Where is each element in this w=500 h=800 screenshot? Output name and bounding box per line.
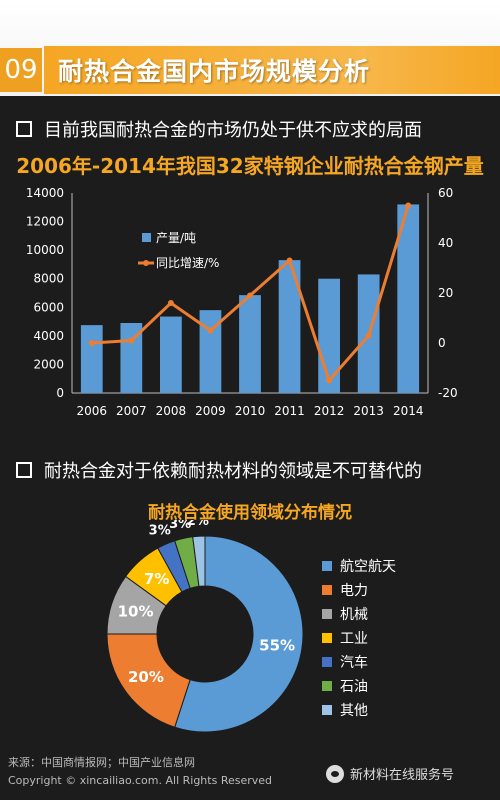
growth-point-2007 <box>128 337 135 344</box>
bullet-point-1: 目前我国耐热合金的市场仍处于供不应求的局面 <box>16 116 422 142</box>
y-right-tick-label: 60 <box>438 186 453 200</box>
bullet-text-2: 耐热合金对于依赖耐热材料的领域是不可替代的 <box>44 461 422 482</box>
legend-label: 石油 <box>340 679 368 695</box>
y-left-tick-label: 8000 <box>33 272 64 286</box>
y-right-tick-label: 40 <box>438 236 453 250</box>
legend-label: 工业 <box>340 631 368 647</box>
slice-value-label: 3% <box>169 520 191 532</box>
legend-swatch-石油 <box>322 681 332 691</box>
bar-2009 <box>199 310 222 393</box>
x-tick-label: 2008 <box>156 404 187 418</box>
legend-swatch-其他 <box>322 705 332 715</box>
section-number: 09 <box>0 48 42 92</box>
wechat-icon <box>326 764 344 783</box>
x-tick-label: 2012 <box>314 404 345 418</box>
x-tick-label: 2011 <box>274 404 305 418</box>
x-tick-label: 2006 <box>77 404 108 418</box>
x-tick-label: 2010 <box>235 404 266 418</box>
slice-value-label: 7% <box>144 570 169 588</box>
slice-value-label: 55% <box>259 636 295 654</box>
bar-2008 <box>160 316 182 393</box>
slice-value-label: 20% <box>128 668 164 686</box>
slice-value-label: 2% <box>187 520 209 529</box>
bullet-point-2: 耐热合金对于依赖耐热材料的领域是不可替代的 <box>16 457 422 483</box>
bar-2010 <box>239 295 261 393</box>
growth-point-2009 <box>207 327 214 334</box>
chart2-title: 耐热合金使用领域分布情况 <box>148 503 352 523</box>
wechat-label: 新材料在线服务号 <box>350 768 455 783</box>
growth-point-2013 <box>365 332 372 339</box>
bar-2006 <box>80 325 103 393</box>
legend-bar-label: 产量/吨 <box>156 231 196 245</box>
page-title: 耐热合金国内市场规模分析 <box>58 57 371 86</box>
header-banner: 09 耐热合金国内市场规模分析 <box>0 0 500 96</box>
title-bar <box>44 46 500 94</box>
growth-point-2011 <box>286 257 293 264</box>
legend-swatch-电力 <box>322 585 332 595</box>
bullet-text-1: 目前我国耐热合金的市场仍处于供不应求的局面 <box>44 120 422 141</box>
legend-label: 电力 <box>340 583 368 599</box>
y-right-tick-label: -20 <box>438 386 458 400</box>
x-tick-label: 2013 <box>353 404 384 418</box>
slice-value-label: 3% <box>149 523 171 538</box>
source-text: 来源：中国商情报网；中国产业信息网 <box>8 756 195 769</box>
legend-label: 航空航天 <box>340 559 396 575</box>
legend-swatch-工业 <box>322 633 332 643</box>
slice-航空航天 <box>174 535 304 733</box>
growth-point-2014 <box>405 202 412 209</box>
growth-point-2008 <box>167 300 174 306</box>
growth-point-2012 <box>326 377 333 384</box>
copyright-text: Copyright © xincailiao.com. All Rights R… <box>8 774 273 787</box>
y-left-tick-label: 14000 <box>26 186 64 200</box>
chart1-title: 2006年-2014年我国32家特钢企业耐热合金钢产量 <box>16 154 484 178</box>
legend-label: 汽车 <box>340 654 368 671</box>
legend-line-marker <box>143 260 149 266</box>
x-tick-label: 2014 <box>393 404 424 418</box>
square-bullet-icon <box>16 121 32 137</box>
y-left-tick-label: 2000 <box>33 357 64 371</box>
y-right-tick-label: 0 <box>438 336 446 350</box>
y-left-tick-label: 0 <box>56 386 64 400</box>
wechat-account: 新材料在线服务号 <box>326 764 454 783</box>
legend-line-label: 同比增速/% <box>156 256 219 270</box>
y-left-tick-label: 4000 <box>33 329 64 343</box>
legend-swatch-机械 <box>322 609 332 619</box>
slice-其他 <box>192 535 206 587</box>
bar-2014 <box>397 204 420 393</box>
production-chart: 0 2000 4000 6000 8000 10000 12000 14000 -20 0 20 40… <box>26 186 458 418</box>
growth-point-2006 <box>88 340 95 346</box>
x-tick-label: 2007 <box>116 404 147 418</box>
y-right-tick-label: 20 <box>438 286 453 300</box>
legend-label: 机械 <box>340 607 368 623</box>
bar-2011 <box>278 260 301 393</box>
growth-point-2010 <box>247 292 253 299</box>
legend-swatch-汽车 <box>322 657 332 667</box>
slice-value-label: 10% <box>118 602 154 620</box>
legend-swatch-航空航天 <box>322 561 332 571</box>
y-left-tick-label: 12000 <box>26 215 64 229</box>
legend-bar-swatch <box>142 233 151 242</box>
x-tick-label: 2009 <box>195 404 226 418</box>
legend-label: 其他 <box>340 703 368 719</box>
y-left-tick-label: 10000 <box>26 243 64 257</box>
square-bullet-icon <box>16 462 32 478</box>
y-left-tick-label: 6000 <box>33 300 64 314</box>
